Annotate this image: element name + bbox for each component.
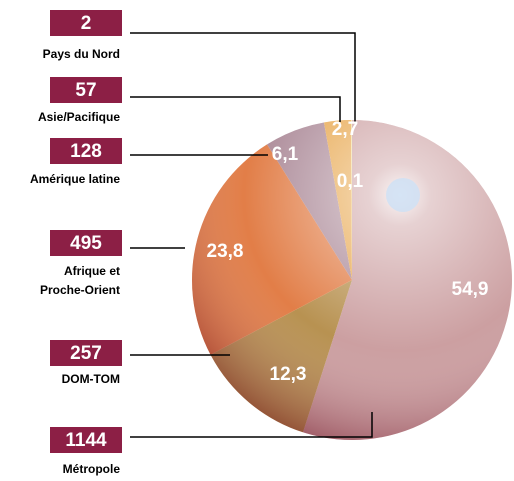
count-box xyxy=(50,77,122,103)
count-label: 2 xyxy=(81,13,92,34)
count-label: 128 xyxy=(70,141,102,162)
count-box xyxy=(50,340,122,366)
count-label: 57 xyxy=(75,80,96,101)
count-box xyxy=(50,427,122,453)
category-label: Métropole xyxy=(63,462,121,476)
count-box xyxy=(50,10,122,36)
count-label: 257 xyxy=(70,343,102,364)
labels: 54,912,323,86,12,70,11144Métropole257DOM… xyxy=(30,10,489,476)
value-label: 12,3 xyxy=(270,364,307,385)
value-label: 54,9 xyxy=(452,279,489,300)
leader-lines xyxy=(130,32,373,438)
category-label: Asie/Pacifique xyxy=(38,110,120,124)
count-label: 1144 xyxy=(65,430,107,451)
count-label: 495 xyxy=(70,233,102,254)
value-label: 6,1 xyxy=(272,144,299,165)
value-label: 23,8 xyxy=(207,241,244,262)
value-label: 2,7 xyxy=(332,119,358,140)
leader-line xyxy=(130,32,356,122)
count-box xyxy=(50,230,122,256)
value-label: 0,1 xyxy=(337,171,364,192)
category-label: Afrique et Proche-Orient xyxy=(40,264,120,297)
highlight xyxy=(386,178,420,212)
category-label: Pays du Nord xyxy=(43,47,120,61)
leader-line xyxy=(130,96,341,122)
count-box xyxy=(50,138,122,164)
category-label: Amérique latine xyxy=(30,172,120,186)
leader-line xyxy=(130,412,373,438)
category-label: DOM-TOM xyxy=(62,372,120,386)
pie-shading xyxy=(192,120,512,440)
